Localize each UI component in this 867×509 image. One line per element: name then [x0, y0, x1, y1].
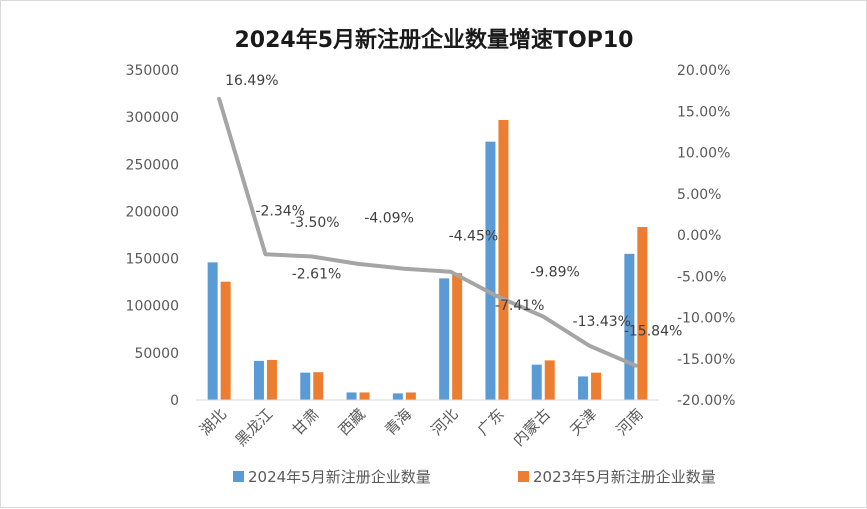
bar-2023-6	[452, 273, 463, 400]
bar-2024-10	[624, 253, 635, 400]
right-axis-tick-label: -15.00%	[677, 352, 735, 368]
right-axis-tick-label: 5.00%	[677, 187, 721, 203]
category-labels: 湖北 黑龙江 甘肃 西藏 青海 河北 广东 内蒙古 天津 河南	[196, 405, 647, 450]
bar-2023-1	[220, 281, 231, 400]
right-axis: -20.00% -15.00% -10.00% -5.00% 0.00% 5.00% 10.…	[677, 63, 735, 409]
bar-2024-6	[439, 278, 450, 400]
growth-rate-label: -13.43%	[573, 314, 631, 330]
bar-2023-5	[405, 392, 416, 400]
left-axis-tick-label: 100000	[126, 299, 179, 315]
bar-2024-3	[300, 372, 311, 400]
right-axis-tick-label: 10.00%	[677, 146, 730, 162]
left-axis-tick-label: 200000	[126, 204, 179, 220]
right-axis-tick-label: -10.00%	[677, 311, 735, 327]
legend-swatch-2024	[233, 471, 244, 482]
growth-rate-label: -2.34%	[255, 203, 305, 219]
growth-rate-label: 16.49%	[225, 73, 278, 89]
growth-rate-label: -9.89%	[530, 265, 580, 281]
left-axis-tick-label: 250000	[126, 157, 179, 173]
bars-group	[207, 119, 648, 400]
category-label: 河南	[613, 405, 647, 439]
left-axis: 0 50000 100000 150000 200000 250000 300000 3500…	[126, 63, 179, 409]
bar-2024-7	[485, 141, 496, 400]
category-label: 甘肃	[289, 405, 323, 439]
legend-swatch-2023	[518, 471, 529, 482]
bar-2024-1	[207, 262, 218, 400]
bar-2024-4	[346, 392, 357, 400]
right-axis-tick-label: -5.00%	[677, 269, 727, 285]
legend-label-2024: 2024年5月新注册企业数量	[248, 468, 431, 486]
growth-rate-label: -2.61%	[292, 267, 342, 283]
left-axis-tick-label: 300000	[126, 110, 179, 126]
legend-label-2023: 2023年5月新注册企业数量	[533, 468, 716, 486]
growth-rate-label: -15.84%	[624, 324, 682, 340]
growth-rate-label: -7.41%	[495, 298, 545, 314]
category-label: 湖北	[196, 405, 230, 439]
chart-title: 2024年5月新注册企业数量增速TOP10	[235, 27, 634, 53]
growth-rate-label: -3.50%	[290, 215, 340, 231]
category-label: 河北	[428, 405, 462, 439]
growth-rate-label: -4.09%	[364, 211, 414, 227]
bar-2024-2	[253, 360, 264, 400]
category-label: 黑龙江	[232, 405, 277, 450]
category-label: 青海	[381, 405, 415, 439]
bar-2023-9	[591, 372, 602, 400]
bar-2023-2	[266, 359, 277, 400]
growth-rate-line	[217, 96, 638, 368]
bar-2024-8	[531, 364, 542, 400]
right-axis-tick-label: 15.00%	[677, 104, 730, 120]
bar-2023-10	[637, 226, 648, 400]
category-label: 天津	[566, 405, 600, 439]
bar-2023-8	[544, 360, 555, 400]
right-axis-tick-label: 20.00%	[677, 63, 730, 79]
category-label: 西藏	[335, 405, 369, 439]
legend: 2024年5月新注册企业数量 2023年5月新注册企业数量	[233, 468, 716, 486]
right-axis-tick-label: 0.00%	[677, 228, 721, 244]
bar-2023-4	[359, 392, 370, 400]
bar-2024-5	[392, 393, 403, 400]
category-label: 内蒙古	[510, 405, 555, 450]
right-axis-tick-label: -20.00%	[677, 393, 735, 409]
bar-2024-9	[578, 376, 589, 400]
category-label: 广东	[474, 405, 508, 439]
left-axis-tick-label: 50000	[134, 346, 179, 362]
bar-2023-3	[313, 372, 324, 400]
growth-line-group: 16.49% -2.34% -2.61% -3.50% -4.09% -4.45% -7.4…	[217, 73, 682, 368]
growth-rate-label: -4.45%	[449, 229, 499, 245]
left-axis-tick-label: 350000	[126, 63, 179, 79]
left-axis-tick-label: 150000	[126, 252, 179, 268]
left-axis-tick-label: 0	[170, 393, 179, 409]
bar-2023-7	[498, 119, 509, 400]
